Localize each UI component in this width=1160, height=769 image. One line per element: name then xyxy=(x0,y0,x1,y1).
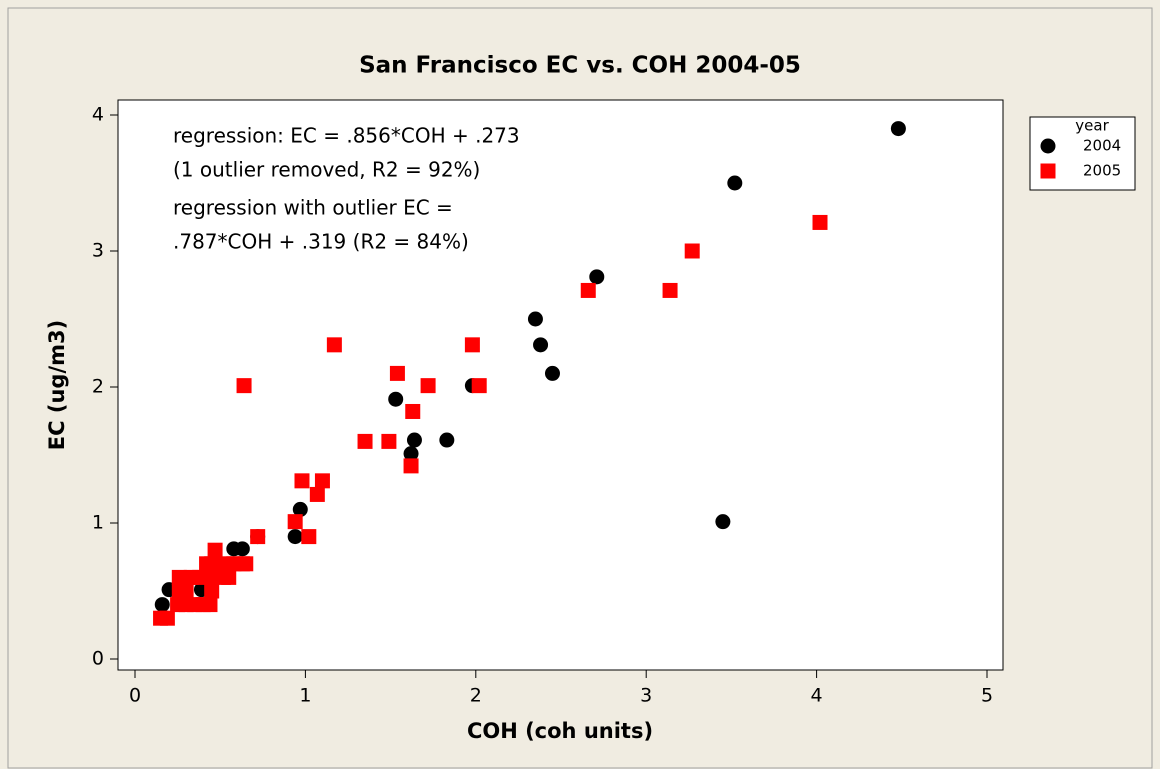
point xyxy=(403,458,419,474)
point xyxy=(226,541,242,557)
point xyxy=(294,473,310,489)
point xyxy=(314,473,330,489)
point xyxy=(406,432,422,448)
y-axis-label: EC (ug/m3) xyxy=(45,320,69,450)
point xyxy=(292,501,308,517)
point xyxy=(238,556,254,572)
point xyxy=(389,365,405,381)
point xyxy=(527,311,543,327)
annotation: (1 outlier removed, R2 = 92%) xyxy=(173,158,480,182)
point xyxy=(204,556,220,572)
legend-label: 2005 xyxy=(1083,162,1121,180)
point xyxy=(309,486,325,502)
point xyxy=(154,597,170,613)
chart-title: San Francisco EC vs. COH 2004-05 xyxy=(359,53,801,79)
y-tick-label: 3 xyxy=(92,240,104,262)
point xyxy=(727,175,743,191)
point xyxy=(420,378,436,394)
point xyxy=(381,433,397,449)
point xyxy=(287,529,303,545)
point xyxy=(357,433,373,449)
plot-area xyxy=(117,99,1004,671)
point xyxy=(326,337,342,353)
point xyxy=(236,378,252,394)
point xyxy=(439,432,455,448)
point xyxy=(580,282,596,298)
point xyxy=(589,269,605,285)
point xyxy=(287,514,303,530)
point xyxy=(544,365,560,381)
y-tick-label: 2 xyxy=(92,376,104,398)
point xyxy=(684,243,700,259)
x-tick-label: 5 xyxy=(981,685,993,707)
point xyxy=(221,569,237,585)
point xyxy=(715,514,731,530)
y-tick-label: 0 xyxy=(92,648,104,670)
legend-title: year xyxy=(1075,117,1109,135)
point xyxy=(403,446,419,462)
x-tick-label: 1 xyxy=(299,685,311,707)
legend-label: 2004 xyxy=(1083,137,1121,155)
x-tick-label: 2 xyxy=(470,685,482,707)
point xyxy=(890,121,906,137)
x-tick-label: 0 xyxy=(129,685,141,707)
point xyxy=(192,569,208,585)
point xyxy=(812,214,828,230)
x-axis-label: COH (coh units) xyxy=(467,719,653,743)
point xyxy=(178,583,194,599)
annotation: .787*COH + .319 (R2 = 84%) xyxy=(173,230,469,254)
point xyxy=(159,610,175,626)
point xyxy=(171,569,187,585)
x-tick-label: 3 xyxy=(640,685,652,707)
y-tick-label: 4 xyxy=(92,104,104,126)
point xyxy=(204,583,220,599)
point xyxy=(204,569,220,585)
point xyxy=(202,597,218,613)
point xyxy=(207,542,223,558)
point xyxy=(388,391,404,407)
legend-marker xyxy=(1040,138,1056,154)
point xyxy=(301,529,317,545)
point xyxy=(662,282,678,298)
annotation: regression: EC = .856*COH + .273 xyxy=(173,124,520,148)
point xyxy=(464,337,480,353)
annotation: regression with outlier EC = xyxy=(173,196,453,220)
point xyxy=(405,403,421,419)
legend-marker xyxy=(1040,163,1056,179)
point xyxy=(533,337,549,353)
x-tick-label: 4 xyxy=(811,685,823,707)
y-tick-label: 1 xyxy=(92,512,104,534)
point xyxy=(250,529,266,545)
point xyxy=(471,378,487,394)
